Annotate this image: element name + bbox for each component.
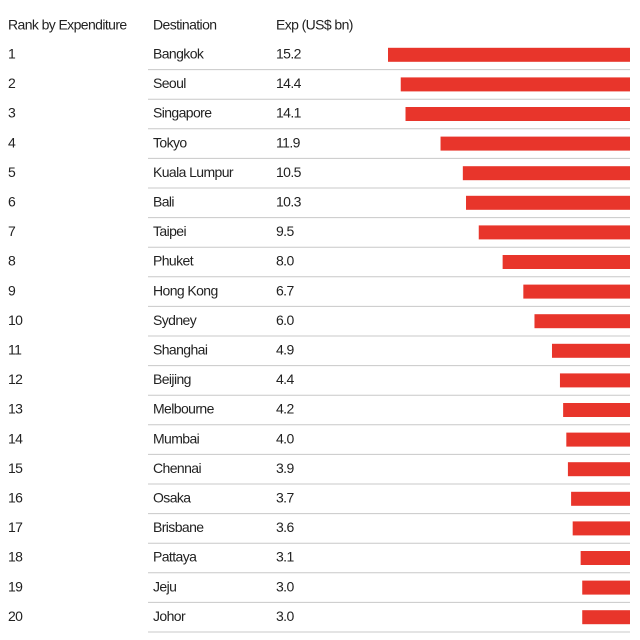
bar bbox=[388, 47, 630, 62]
destination: Kuala Lumpur bbox=[153, 164, 234, 180]
value-label: 4.0 bbox=[276, 430, 294, 446]
bar bbox=[563, 403, 630, 417]
rank: 10 bbox=[8, 312, 23, 328]
rank: 18 bbox=[8, 549, 23, 565]
rank: 11 bbox=[8, 342, 22, 358]
destination: Taipei bbox=[153, 223, 186, 239]
bar bbox=[580, 551, 630, 565]
rank: 16 bbox=[8, 490, 23, 506]
destination: Melbourne bbox=[153, 401, 215, 417]
bar bbox=[534, 314, 630, 329]
value-label: 11.9 bbox=[276, 134, 301, 150]
bar bbox=[502, 255, 630, 269]
value-label: 8.0 bbox=[276, 253, 294, 269]
bar bbox=[572, 521, 630, 536]
value-label: 4.2 bbox=[276, 401, 294, 417]
rank: 6 bbox=[8, 194, 16, 210]
destination: Shanghai bbox=[153, 342, 208, 358]
value-label: 3.0 bbox=[276, 578, 294, 594]
bar bbox=[466, 195, 630, 210]
bar bbox=[559, 373, 630, 388]
bar bbox=[400, 77, 630, 92]
bar bbox=[405, 107, 630, 121]
destination: Hong Kong bbox=[153, 282, 218, 298]
destination: Johor bbox=[153, 608, 186, 624]
column-header: Exp (US$ bn) bbox=[276, 17, 353, 33]
destination: Jeju bbox=[153, 578, 176, 594]
value-label: 3.9 bbox=[276, 460, 294, 476]
bar bbox=[571, 491, 630, 506]
value-label: 15.2 bbox=[276, 46, 302, 62]
rank: 19 bbox=[8, 578, 23, 594]
rank: 2 bbox=[8, 75, 16, 91]
rank: 17 bbox=[8, 519, 23, 535]
rank: 12 bbox=[8, 371, 23, 387]
destination: Singapore bbox=[153, 105, 212, 121]
value-label: 3.1 bbox=[276, 549, 294, 565]
bar bbox=[440, 136, 630, 151]
value-label: 3.6 bbox=[276, 519, 294, 535]
destination: Bali bbox=[153, 194, 174, 210]
column-header: Destination bbox=[153, 17, 216, 33]
rank: 14 bbox=[8, 430, 23, 446]
bar bbox=[523, 284, 630, 299]
value-label: 14.1 bbox=[276, 105, 302, 121]
value-label: 10.3 bbox=[276, 194, 302, 210]
bar bbox=[582, 580, 630, 595]
rank: 4 bbox=[8, 134, 16, 150]
rank: 13 bbox=[8, 401, 23, 417]
rank: 3 bbox=[8, 105, 16, 121]
destination: Tokyo bbox=[153, 134, 187, 150]
rank: 8 bbox=[8, 253, 16, 269]
rank: 5 bbox=[8, 164, 16, 180]
destination: Chennai bbox=[153, 460, 201, 476]
value-label: 4.4 bbox=[276, 371, 294, 387]
value-label: 10.5 bbox=[276, 164, 302, 180]
value-label: 6.7 bbox=[276, 282, 294, 298]
destination: Bangkok bbox=[153, 46, 205, 62]
value-label: 3.7 bbox=[276, 490, 294, 506]
destination: Mumbai bbox=[153, 430, 200, 446]
value-label: 6.0 bbox=[276, 312, 294, 328]
bar bbox=[566, 432, 630, 447]
rank: 15 bbox=[8, 460, 23, 476]
destination: Brisbane bbox=[153, 519, 204, 535]
value-label: 14.4 bbox=[276, 75, 302, 91]
destination: Beijing bbox=[153, 371, 191, 387]
rank: 9 bbox=[8, 282, 16, 298]
rank: 1 bbox=[8, 46, 16, 62]
destination: Pattaya bbox=[153, 549, 197, 565]
bar bbox=[462, 166, 630, 181]
bar bbox=[551, 343, 630, 358]
value-label: 9.5 bbox=[276, 223, 294, 239]
destination: Seoul bbox=[153, 75, 186, 91]
column-header: Rank by Expenditure bbox=[8, 17, 127, 33]
value-label: 4.9 bbox=[276, 342, 294, 358]
rank: 7 bbox=[8, 223, 16, 239]
bar bbox=[582, 610, 630, 625]
destination: Phuket bbox=[153, 253, 194, 269]
value-label: 3.0 bbox=[276, 608, 294, 624]
bar bbox=[567, 462, 630, 477]
destination: Sydney bbox=[153, 312, 197, 328]
bar bbox=[478, 225, 630, 240]
rank: 20 bbox=[8, 608, 23, 624]
destination: Osaka bbox=[153, 490, 191, 506]
